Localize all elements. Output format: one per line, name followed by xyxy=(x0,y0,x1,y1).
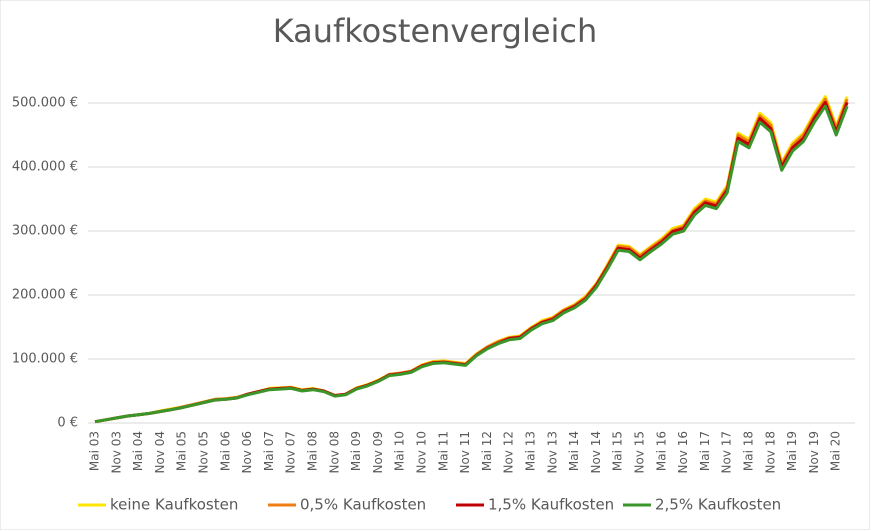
x-tick-label: Nov 05 xyxy=(197,431,211,474)
x-tick-label: Nov 10 xyxy=(415,431,429,474)
x-tick-label: Mai 08 xyxy=(306,431,320,471)
x-tick-label: Mai 03 xyxy=(88,431,102,471)
x-tick-label: Nov 17 xyxy=(720,431,734,474)
x-tick-label: Mai 17 xyxy=(698,431,712,471)
y-tick-label: 300.000 € xyxy=(12,224,78,239)
x-tick-label: Nov 14 xyxy=(589,431,603,474)
x-tick-label: Mai 15 xyxy=(611,431,625,471)
x-tick-label: Mai 12 xyxy=(480,431,494,471)
x-tick-label: Mai 19 xyxy=(785,431,799,471)
x-tick-label: Nov 04 xyxy=(153,431,167,474)
y-tick-label: 100.000 € xyxy=(12,352,78,367)
legend-label: 1,5% Kaufkosten xyxy=(488,496,614,514)
x-tick-label: Nov 13 xyxy=(545,431,559,474)
x-tick-label: Mai 09 xyxy=(349,431,363,471)
x-tick-label: Mai 11 xyxy=(436,431,450,471)
x-tick-label: Nov 19 xyxy=(807,431,821,474)
x-tick-label: Nov 03 xyxy=(109,431,123,474)
x-tick-label: Mai 06 xyxy=(218,431,232,471)
x-tick-label: Mai 13 xyxy=(524,431,538,471)
legend-label: 2,5% Kaufkosten xyxy=(655,496,781,514)
x-tick-label: Mai 16 xyxy=(654,431,668,471)
x-tick-label: Nov 09 xyxy=(371,431,385,474)
legend-label: 0,5% Kaufkosten xyxy=(300,496,426,514)
x-tick-label: Nov 07 xyxy=(284,431,298,474)
legend-label: keine Kaufkosten xyxy=(110,496,238,514)
x-tick-label: Nov 06 xyxy=(240,431,254,474)
x-tick-label: Mai 07 xyxy=(262,431,276,471)
y-tick-label: 200.000 € xyxy=(12,288,78,303)
x-tick-label: Nov 08 xyxy=(327,431,341,474)
line-series xyxy=(94,104,849,424)
x-tick-label: Nov 11 xyxy=(458,431,472,474)
x-tick-label: Nov 15 xyxy=(633,431,647,474)
y-tick-label: 400.000 € xyxy=(12,160,78,175)
x-tick-label: Nov 18 xyxy=(763,431,777,474)
x-tick-label: Nov 16 xyxy=(676,431,690,474)
x-tick-label: Nov 12 xyxy=(502,431,516,474)
x-tick-label: Mai 14 xyxy=(567,431,581,471)
y-tick-label: 500.000 € xyxy=(12,96,78,111)
x-tick-label: Mai 04 xyxy=(131,431,145,471)
y-tick-label: 0 € xyxy=(57,416,78,431)
x-tick-label: Mai 05 xyxy=(175,431,189,471)
x-tick-label: Mai 20 xyxy=(829,431,843,471)
x-tick-label: Mai 18 xyxy=(742,431,756,471)
chart-title: Kaufkostenvergleich xyxy=(273,12,598,50)
x-tick-label: Mai 10 xyxy=(393,431,407,471)
